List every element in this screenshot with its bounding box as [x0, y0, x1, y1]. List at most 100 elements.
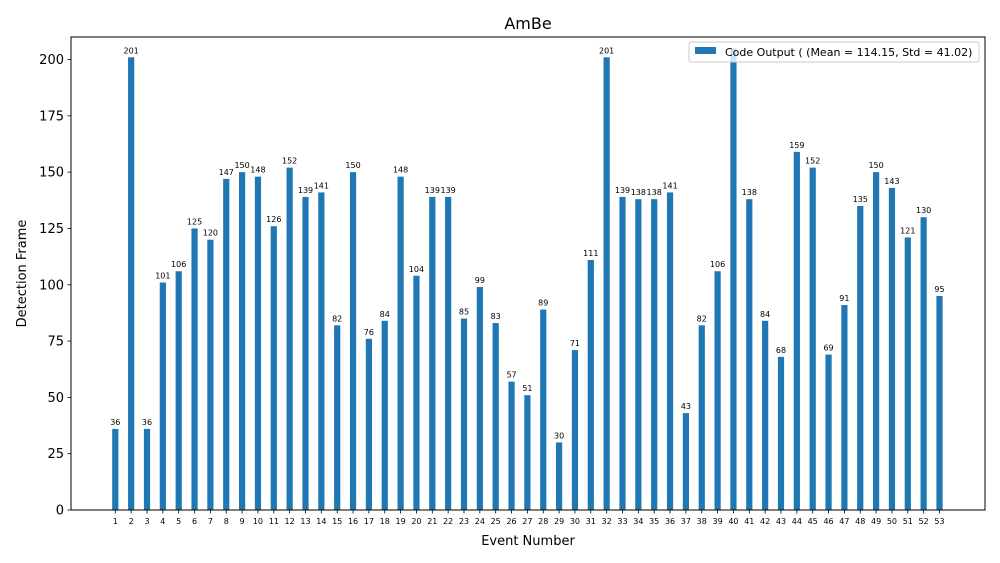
- bar-event-36: [666, 192, 674, 510]
- x-tick-label: 19: [396, 517, 406, 526]
- data-label-event-33: 139: [615, 186, 630, 195]
- bar-event-53: [936, 296, 943, 510]
- bar-event-52: [920, 217, 927, 510]
- bar-event-44: [793, 151, 800, 510]
- x-tick-label: 33: [617, 517, 627, 526]
- data-labels: 3620136101106125120147150148126152139141…: [110, 46, 944, 440]
- data-label-event-39: 106: [710, 260, 725, 269]
- bar-event-27: [524, 395, 531, 510]
- x-tick-label: 10: [253, 517, 263, 526]
- x-tick-label: 17: [364, 517, 374, 526]
- y-axis-label: Detection Frame: [15, 220, 30, 328]
- x-tick-label: 11: [269, 517, 279, 526]
- data-label-event-43: 68: [776, 346, 786, 355]
- x-tick-label: 46: [823, 517, 833, 526]
- x-tick-label: 28: [538, 517, 548, 526]
- x-tick-label: 52: [919, 517, 929, 526]
- bar-event-10: [254, 176, 262, 510]
- bar-event-28: [540, 309, 547, 510]
- y-tick-label: 175: [39, 109, 64, 124]
- x-tick-label: 8: [224, 517, 229, 526]
- bar-event-12: [286, 167, 293, 510]
- x-tick-label: 14: [316, 517, 326, 526]
- data-label-event-38: 82: [697, 314, 707, 323]
- data-label-event-25: 83: [491, 312, 501, 321]
- x-tick-label: 16: [348, 517, 358, 526]
- bar-event-11: [270, 226, 277, 510]
- bar-event-25: [492, 323, 499, 510]
- bar-event-38: [698, 325, 705, 510]
- x-tick-label: 1: [113, 517, 118, 526]
- data-label-event-49: 150: [868, 161, 883, 170]
- data-label-event-20: 104: [409, 265, 424, 274]
- y-tick-label: 75: [47, 335, 64, 350]
- x-tick-label: 22: [443, 517, 453, 526]
- bar-event-20: [413, 275, 420, 510]
- x-tick-label: 41: [744, 517, 754, 526]
- bar-event-22: [445, 196, 452, 510]
- data-label-event-4: 101: [155, 272, 170, 281]
- x-tick-label: 12: [285, 517, 295, 526]
- bar-event-49: [873, 172, 880, 510]
- x-tick-label: 5: [176, 517, 181, 526]
- bar-event-39: [714, 271, 721, 510]
- x-tick-label: 4: [160, 517, 165, 526]
- bar-event-24: [476, 287, 483, 510]
- bar-event-37: [682, 413, 689, 510]
- x-tick-label: 49: [871, 517, 881, 526]
- data-label-event-10: 148: [250, 166, 265, 175]
- bar-event-8: [223, 178, 230, 510]
- data-label-event-16: 150: [345, 161, 360, 170]
- bar-event-46: [825, 354, 832, 510]
- data-label-event-37: 43: [681, 402, 691, 411]
- bar-event-17: [365, 338, 372, 510]
- x-tick-label: 27: [522, 517, 532, 526]
- data-label-event-34: 138: [631, 188, 646, 197]
- legend-box: [688, 41, 980, 63]
- data-label-event-8: 147: [219, 168, 234, 177]
- data-label-event-26: 57: [506, 371, 516, 380]
- y-tick-label: 200: [39, 53, 64, 68]
- data-label-event-47: 91: [839, 294, 849, 303]
- bar-event-45: [809, 167, 816, 510]
- x-tick-label: 13: [300, 517, 310, 526]
- data-label-event-19: 148: [393, 166, 408, 175]
- bar-event-51: [904, 237, 911, 510]
- data-label-event-13: 139: [298, 186, 313, 195]
- x-tick-label: 47: [839, 517, 849, 526]
- chart-title: AmBe: [504, 14, 551, 33]
- data-label-event-50: 143: [884, 177, 899, 186]
- bar-event-31: [587, 259, 594, 510]
- data-label-event-12: 152: [282, 157, 297, 166]
- bar-event-42: [762, 320, 769, 510]
- data-label-event-45: 152: [805, 157, 820, 166]
- data-label-event-52: 130: [916, 206, 931, 215]
- x-tick-label: 21: [427, 517, 437, 526]
- data-label-event-9: 150: [234, 161, 249, 170]
- x-tick-label: 9: [240, 517, 245, 526]
- legend-entry: Code Output ( (Mean = 114.15, Std = 41.0…: [725, 46, 972, 59]
- data-label-event-28: 89: [538, 299, 548, 308]
- bar-event-18: [381, 320, 388, 510]
- data-label-event-3: 36: [142, 418, 152, 427]
- data-label-event-32: 201: [599, 46, 614, 55]
- data-label-event-42: 84: [760, 310, 770, 319]
- x-tick-label: 32: [602, 517, 612, 526]
- data-label-event-21: 139: [425, 186, 440, 195]
- x-tick-label: 2: [129, 517, 134, 526]
- x-axis-label: Event Number: [481, 534, 575, 549]
- x-tick-label: 15: [332, 517, 342, 526]
- bar-event-4: [159, 282, 166, 510]
- bar-event-3: [143, 428, 151, 510]
- bar-event-15: [334, 325, 341, 510]
- data-label-event-29: 30: [554, 431, 564, 440]
- bar-event-2: [128, 57, 135, 511]
- bar-event-41: [746, 199, 753, 510]
- y-tick-label: 0: [56, 504, 64, 519]
- data-label-event-2: 201: [124, 46, 139, 55]
- x-tick-label: 29: [554, 517, 564, 526]
- plot-frame: [70, 36, 986, 511]
- legend: Code Output ( (Mean = 114.15, Std = 41.0…: [688, 41, 980, 63]
- bar-event-5: [175, 271, 182, 510]
